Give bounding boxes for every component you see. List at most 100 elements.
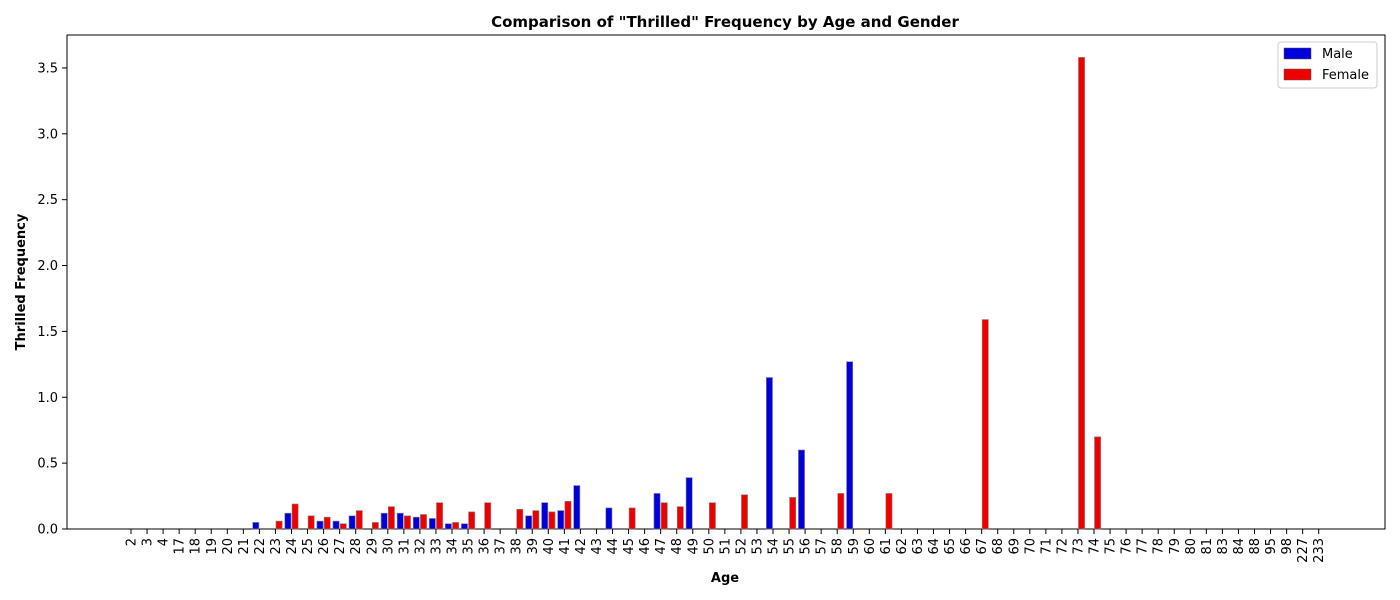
x-tick-label: 78 — [1152, 538, 1167, 555]
x-tick-label: 35 — [462, 538, 477, 555]
x-tick-label: 81 — [1200, 538, 1215, 555]
bar-female-41 — [564, 501, 572, 530]
y-tick-label: 3.0 — [37, 127, 58, 142]
x-tick-label: 23 — [269, 538, 284, 555]
x-tick-label: 47 — [654, 538, 669, 555]
bar-male-28 — [348, 515, 356, 530]
bar-female-52 — [741, 494, 748, 530]
bar-male-40 — [541, 502, 549, 530]
bar-male-35 — [461, 523, 468, 530]
bar-female-24 — [291, 503, 299, 530]
x-tick-label: 52 — [734, 538, 749, 555]
bar-male-27 — [332, 520, 340, 530]
bar-male-30 — [380, 512, 388, 530]
x-tick-label: 31 — [397, 538, 412, 555]
bar-female-27 — [339, 523, 347, 530]
bar-male-54 — [765, 377, 773, 530]
x-tick-label: 30 — [381, 538, 396, 555]
x-tick-label: 59 — [847, 538, 862, 555]
x-tick-label: 77 — [1136, 538, 1151, 555]
x-tick-label: 84 — [1232, 538, 1247, 555]
y-tick-label: 0.0 — [37, 523, 58, 538]
x-tick-label: 27 — [333, 538, 348, 555]
x-tick-label: 26 — [317, 538, 332, 555]
bar-male-47 — [653, 493, 661, 530]
x-tick-label: 46 — [638, 538, 653, 555]
x-tick-label: 54 — [767, 538, 782, 555]
bar-female-35 — [468, 511, 476, 530]
bar-female-47 — [660, 502, 668, 530]
x-tick-label: 63 — [911, 538, 926, 555]
bar-female-39 — [532, 510, 540, 530]
x-tick-label: 64 — [927, 538, 942, 555]
bar-female-25 — [307, 515, 315, 530]
x-tick-label: 2 — [125, 538, 140, 546]
x-tick-label: 53 — [750, 538, 765, 555]
x-tick-label: 22 — [253, 538, 268, 555]
x-tick-label: 37 — [494, 538, 509, 555]
x-tick-label: 33 — [429, 538, 444, 555]
bar-male-56 — [798, 449, 805, 530]
bar-female-55 — [789, 497, 797, 530]
y-axis: 0.0 0.5 1.0 1.5 2.0 2.5 3.0 3.5 — [37, 61, 67, 538]
x-tick-label: 61 — [879, 538, 894, 555]
x-tick-label: 67 — [975, 538, 990, 555]
y-tick-label: 1.0 — [37, 391, 58, 406]
bar-male-34 — [444, 523, 452, 530]
bar-female-45 — [628, 507, 636, 530]
bar-female-58 — [837, 493, 845, 530]
bar-female-48 — [676, 506, 684, 530]
x-tick-label: 51 — [718, 538, 733, 555]
x-tick-label: 3 — [141, 538, 156, 546]
x-tick-label: 58 — [831, 538, 846, 555]
bar-male-33 — [428, 518, 436, 530]
bar-female-73 — [1078, 57, 1085, 530]
x-tick-label: 17 — [173, 538, 188, 555]
y-tick-label: 2.0 — [37, 259, 58, 274]
x-tick-label: 95 — [1264, 538, 1279, 555]
x-tick-label: 69 — [1007, 538, 1022, 555]
x-tick-label: 79 — [1168, 538, 1183, 555]
x-tick-label: 4 — [157, 538, 172, 546]
bar-female-67 — [981, 319, 989, 530]
bar-male-44 — [605, 507, 613, 530]
x-tick-label: 55 — [783, 538, 798, 555]
bar-male-39 — [525, 515, 533, 530]
bars-group — [252, 57, 1101, 530]
x-tick-label: 43 — [590, 538, 605, 555]
bar-male-49 — [685, 477, 693, 530]
y-tick-label: 2.5 — [37, 193, 58, 208]
bar-male-22 — [252, 522, 260, 530]
x-tick-label: 227 — [1296, 538, 1311, 563]
bar-female-38 — [516, 508, 524, 530]
bar-female-40 — [548, 511, 556, 530]
y-axis-label: Thrilled Frequency — [14, 213, 29, 350]
legend-label-male: Male — [1322, 47, 1353, 62]
x-tick-label: 66 — [959, 538, 974, 555]
plot-area — [66, 34, 1386, 530]
x-tick-label: 56 — [799, 538, 814, 555]
x-tick-label: 20 — [221, 538, 236, 555]
bar-female-29 — [371, 522, 379, 530]
bar-male-41 — [557, 510, 565, 530]
x-tick-label: 42 — [574, 538, 589, 555]
x-tick-label: 38 — [510, 538, 525, 555]
legend-swatch-male — [1283, 47, 1312, 60]
x-tick-label: 75 — [1104, 538, 1119, 555]
bar-female-23 — [275, 520, 283, 530]
x-tick-label: 19 — [205, 538, 220, 555]
bar-female-50 — [708, 502, 716, 530]
bar-female-34 — [452, 522, 459, 530]
bar-female-32 — [420, 514, 427, 530]
x-tick-label: 21 — [237, 538, 252, 555]
x-tick-label: 41 — [558, 538, 573, 555]
x-tick-label: 88 — [1248, 538, 1263, 555]
y-tick-label: 0.5 — [37, 457, 58, 472]
bar-female-61 — [885, 493, 893, 530]
x-tick-label: 36 — [478, 538, 493, 555]
x-tick-label: 65 — [943, 538, 958, 555]
x-tick-label: 68 — [991, 538, 1006, 555]
bar-female-33 — [436, 502, 443, 530]
bar-female-31 — [404, 515, 411, 530]
x-tick-label: 233 — [1312, 538, 1327, 563]
